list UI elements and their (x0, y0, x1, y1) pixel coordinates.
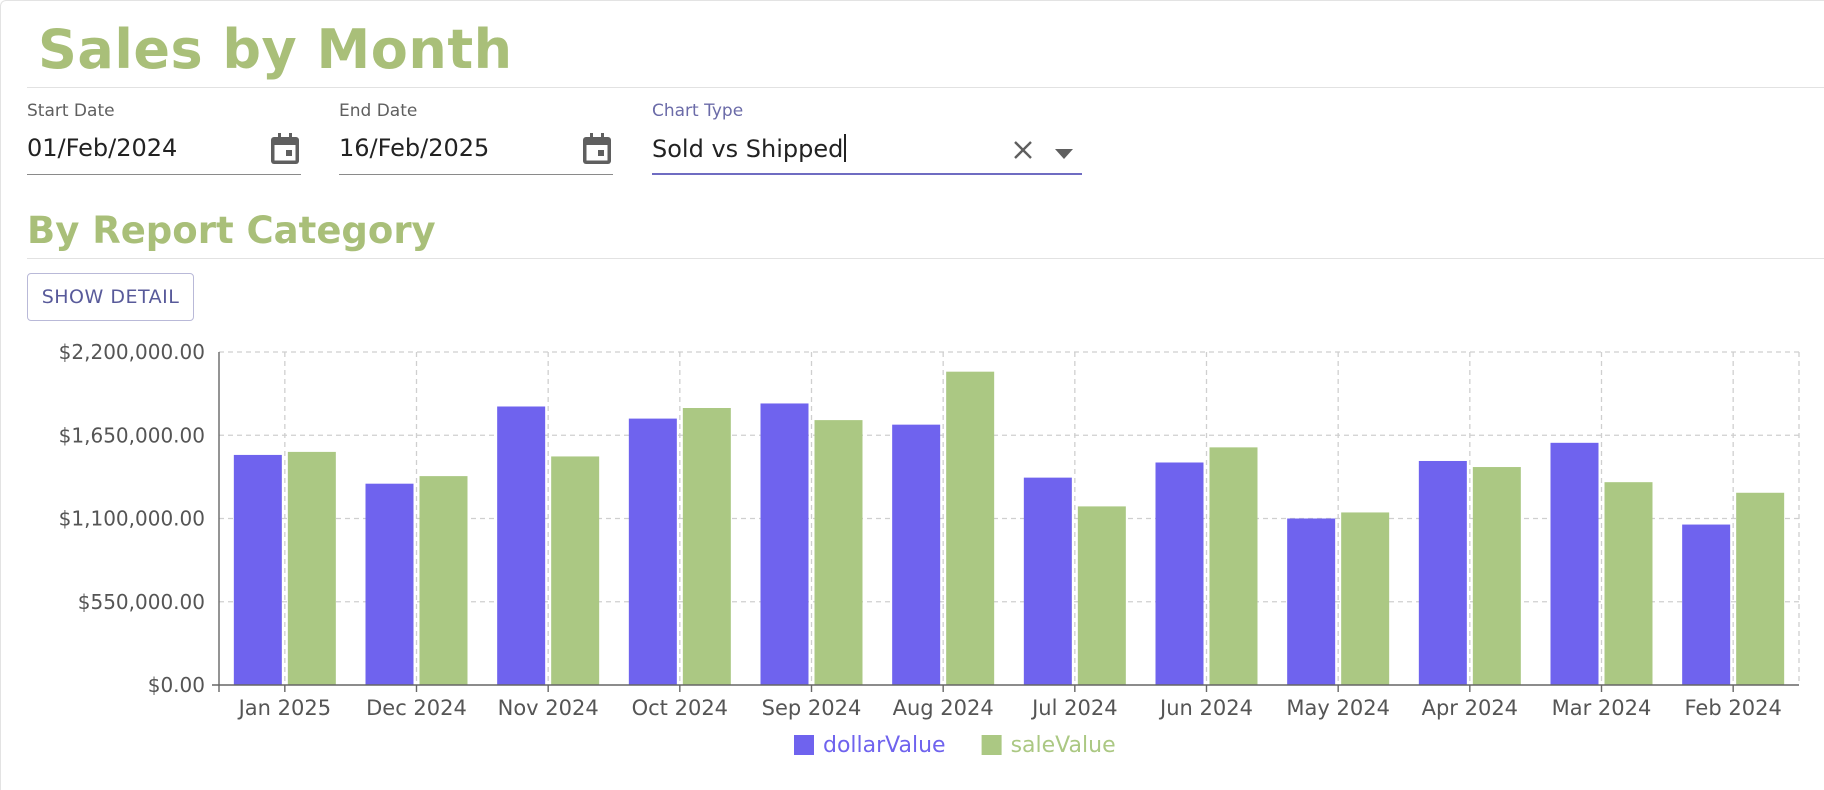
x-tick-label: Mar 2024 (1552, 696, 1652, 720)
y-tick-label: $1,100,000.00 (59, 507, 205, 531)
bar-saleValue (682, 408, 731, 685)
bar-dollarValue (628, 418, 677, 685)
bar-dollarValue (1682, 524, 1731, 685)
x-tick-label: Apr 2024 (1422, 696, 1518, 720)
legend-label-saleValue: saleValue (1011, 733, 1116, 758)
bar-dollarValue (497, 406, 546, 685)
text-cursor (844, 134, 847, 162)
chart-type-underline (652, 173, 1082, 175)
show-detail-button[interactable]: SHOW DETAIL (27, 273, 194, 321)
start-date-value[interactable]: 01/Feb/2024 (27, 134, 178, 162)
bar-dollarValue (1287, 518, 1336, 685)
legend-label-dollarValue: dollarValue (823, 733, 946, 758)
chart-bars (233, 371, 1785, 685)
chart-grid (219, 351, 1800, 685)
x-tick-label: Jul 2024 (1030, 696, 1117, 720)
end-date-value[interactable]: 16/Feb/2025 (339, 134, 490, 162)
chart-type-label: Chart Type (652, 101, 744, 121)
end-date-underline (339, 174, 613, 175)
chart-type-text: Sold vs Shipped (652, 135, 844, 163)
chart-legend: dollarValue saleValue (794, 733, 1116, 758)
section-title: By Report Category (27, 209, 436, 252)
legend-swatch-dollarValue (794, 735, 814, 755)
bar-dollarValue (1550, 442, 1599, 685)
y-tick-label: $0.00 (148, 673, 205, 697)
page-title: Sales by Month (38, 18, 513, 81)
end-date-label: End Date (339, 101, 418, 121)
section-divider (27, 258, 1824, 259)
start-date-label: Start Date (27, 101, 115, 121)
bar-dollarValue (892, 424, 941, 685)
start-date-underline (27, 174, 301, 175)
x-tick-label: Nov 2024 (498, 696, 599, 720)
bar-saleValue (1341, 512, 1390, 685)
calendar-icon[interactable] (581, 132, 613, 166)
x-tick-label: May 2024 (1286, 696, 1390, 720)
chart-type-value[interactable]: Sold vs Shipped (652, 134, 847, 163)
y-tick-label: $1,650,000.00 (59, 423, 205, 447)
y-tick-label: $2,200,000.00 (59, 340, 205, 364)
x-tick-label: Aug 2024 (893, 696, 994, 720)
start-date-field[interactable]: Start Date 01/Feb/2024 (27, 101, 301, 175)
x-tick-label: Jan 2025 (237, 696, 332, 720)
clear-icon[interactable] (1010, 137, 1036, 163)
dropdown-arrow-icon[interactable] (1054, 145, 1074, 159)
bar-dollarValue (1023, 477, 1072, 685)
bar-saleValue (287, 451, 336, 685)
x-tick-label: Jun 2024 (1158, 696, 1253, 720)
bar-saleValue (419, 476, 468, 685)
bar-dollarValue (760, 403, 809, 685)
bar-saleValue (1472, 467, 1521, 685)
bar-saleValue (946, 371, 995, 685)
bar-saleValue (1209, 447, 1258, 685)
chart-type-select[interactable]: Chart Type Sold vs Shipped (652, 101, 1082, 175)
bar-saleValue (551, 456, 600, 685)
bar-dollarValue (1418, 460, 1467, 685)
x-tick-label: Dec 2024 (366, 696, 467, 720)
title-divider (27, 87, 1824, 88)
bar-dollarValue (365, 483, 414, 685)
calendar-icon[interactable] (269, 132, 301, 166)
bar-dollarValue (1155, 462, 1204, 685)
bar-chart: $0.00 $550,000.00 $1,100,000.00 $1,650,000.… (59, 340, 1800, 758)
chart-axes: $0.00 $550,000.00 $1,100,000.00 $1,650,000.… (59, 340, 1799, 720)
bar-saleValue (1604, 482, 1653, 685)
y-tick-label: $550,000.00 (78, 590, 205, 614)
x-tick-label: Sep 2024 (762, 696, 862, 720)
bar-dollarValue (233, 454, 282, 685)
bar-saleValue (814, 420, 863, 685)
bar-saleValue (1077, 506, 1126, 685)
legend-swatch-saleValue (981, 735, 1002, 755)
end-date-field[interactable]: End Date 16/Feb/2025 (339, 101, 613, 175)
bar-saleValue (1736, 492, 1785, 685)
x-tick-label: Feb 2024 (1685, 696, 1782, 720)
x-tick-label: Oct 2024 (632, 696, 728, 720)
